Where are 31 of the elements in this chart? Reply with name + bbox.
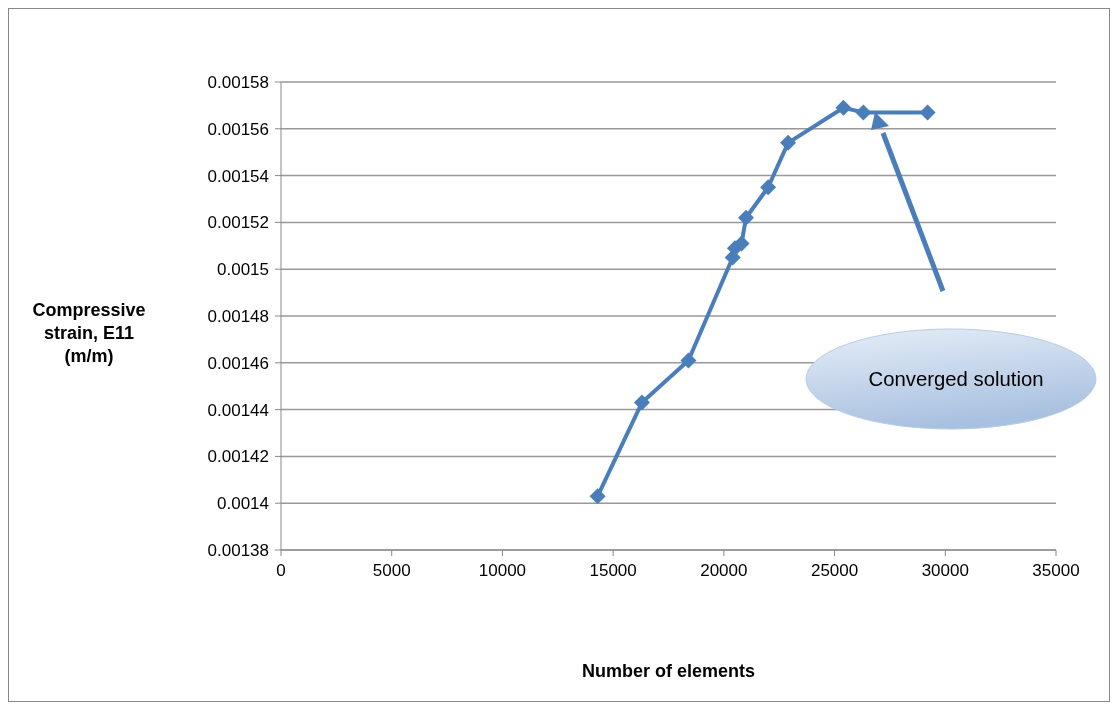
x-tick-label: 30000 [921, 561, 969, 581]
point [760, 179, 777, 196]
x-tick-label: 0 [276, 561, 286, 581]
y-tick-label: 0.00138 [207, 541, 269, 561]
y-axis-title: Compressive strain, E11 (m/m) [31, 299, 147, 368]
y-tick-label: 0.00144 [207, 400, 269, 420]
point [589, 488, 606, 505]
x-tick-label: 15000 [589, 561, 637, 581]
point [738, 209, 754, 226]
point [855, 104, 872, 121]
y-tick-label: 0.00142 [207, 447, 269, 467]
point [780, 134, 797, 151]
x-tick-label: 25000 [810, 561, 859, 581]
y-tick-label: 0.00154 [207, 166, 269, 186]
x-tick-label: 20000 [700, 561, 748, 581]
y-tick-label: 0.0014 [217, 494, 269, 514]
x-axis-title: Number of elements [580, 661, 756, 682]
y-tick-label: 0.00156 [207, 119, 269, 139]
y-tick-label: 0.00152 [207, 213, 269, 233]
y-tick-label: 0.00158 [207, 73, 269, 93]
y-tick-label: 0.0015 [217, 260, 269, 280]
y-tick-label: 0.00146 [207, 353, 269, 373]
annotation: Converged solution [868, 367, 1050, 390]
point [835, 99, 852, 116]
point [680, 352, 697, 369]
y-tick-label: 0.00148 [207, 307, 269, 327]
x-tick-label: 35000 [1032, 561, 1080, 581]
point [919, 104, 936, 121]
x-tick-label: 10000 [478, 561, 527, 581]
point [633, 394, 650, 411]
x-tick-label: 5000 [372, 561, 411, 581]
